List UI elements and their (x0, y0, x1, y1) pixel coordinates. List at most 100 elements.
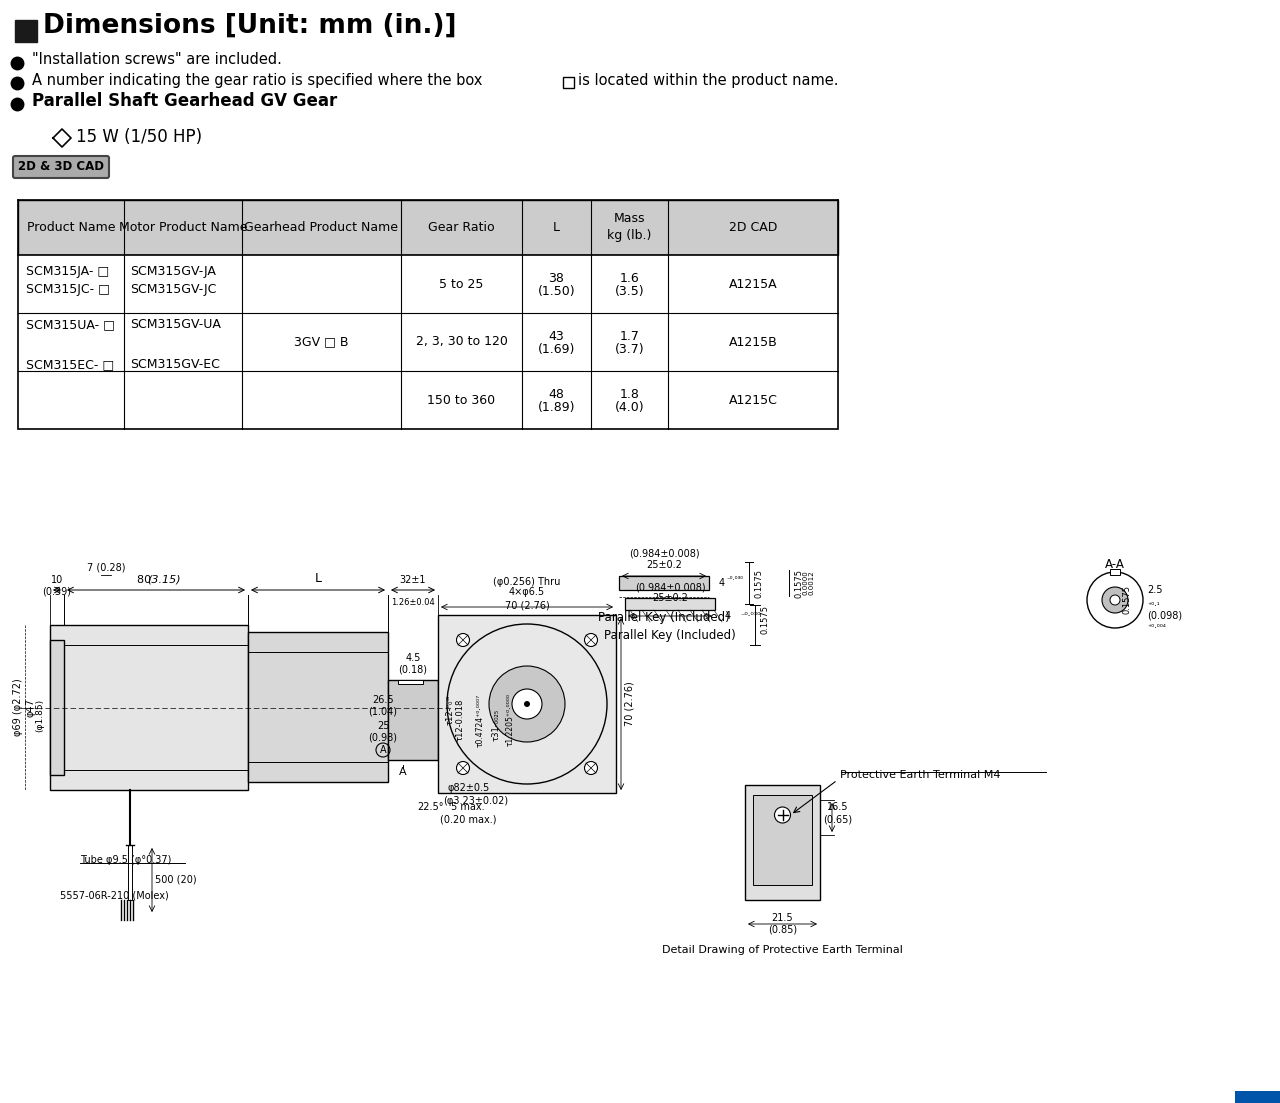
Bar (1235, 1091, 1280, 1103)
Text: Motor Product Name: Motor Product Name (119, 221, 247, 234)
Bar (563, 77, 573, 88)
Text: ⁺⁰⋅¹: ⁺⁰⋅¹ (1147, 600, 1160, 610)
Text: 2D & 3D CAD: 2D & 3D CAD (18, 161, 104, 173)
Text: A-A: A-A (1105, 558, 1125, 571)
Text: 0.1575: 0.1575 (1123, 586, 1132, 614)
Text: τ12-⁰₀ⁱ⁸: τ12-⁰₀ⁱ⁸ (445, 695, 454, 725)
Text: SCM315GV-JC: SCM315GV-JC (131, 282, 216, 296)
Text: 32±1: 32±1 (399, 575, 426, 585)
Text: 4: 4 (719, 578, 726, 588)
Text: 80: 80 (137, 575, 155, 585)
Text: 0.1575: 0.1575 (754, 568, 763, 598)
Text: Dimensions [Unit: mm (in.)]: Dimensions [Unit: mm (in.)] (44, 13, 457, 39)
Bar (18, 255, 838, 429)
Text: (0.18): (0.18) (398, 665, 428, 675)
Text: Product Name: Product Name (27, 221, 115, 234)
Text: 150 to 360: 150 to 360 (428, 394, 495, 407)
Text: 0.1575: 0.1575 (760, 606, 769, 634)
Text: (0.984±0.008): (0.984±0.008) (628, 549, 699, 559)
Text: τ31-₀₀₂₅: τ31-₀₀₂₅ (492, 709, 500, 741)
Text: SCM315GV-JA: SCM315GV-JA (131, 265, 216, 278)
Bar (248, 632, 388, 782)
Text: 5557-06R-210 (Molex): 5557-06R-210 (Molex) (60, 890, 169, 900)
Text: SCM315JC- □: SCM315JC- □ (26, 282, 110, 296)
Bar (388, 681, 438, 760)
Text: φ69 (φ2.72): φ69 (φ2.72) (13, 678, 23, 737)
Text: is located within the product name.: is located within the product name. (579, 73, 838, 87)
Text: 16.5: 16.5 (827, 802, 849, 812)
Text: SCM315GV-EC: SCM315GV-EC (131, 358, 220, 372)
Text: (1.50): (1.50) (538, 286, 575, 299)
Text: (3.7): (3.7) (614, 343, 644, 356)
Text: (1.04): (1.04) (369, 707, 398, 717)
FancyBboxPatch shape (13, 156, 109, 178)
Text: A: A (380, 745, 387, 754)
Text: τ0.4724⁺⁰⋅⁰⁰⁰⁷: τ0.4724⁺⁰⋅⁰⁰⁰⁷ (475, 694, 485, 747)
Bar (398, 681, 422, 684)
Text: SCM315GV-UA: SCM315GV-UA (131, 319, 221, 332)
Circle shape (585, 761, 598, 774)
Circle shape (1110, 595, 1120, 606)
Text: 70 (2.76): 70 (2.76) (504, 600, 549, 610)
Text: 1.6: 1.6 (620, 271, 640, 285)
Bar (753, 795, 812, 885)
Bar (1110, 569, 1120, 575)
Circle shape (489, 666, 564, 742)
Circle shape (457, 761, 470, 774)
Text: τ12-0.018: τ12-0.018 (456, 699, 465, 741)
Text: 15 W (1/50 HP): 15 W (1/50 HP) (76, 128, 202, 146)
Text: A number indicating the gear ratio is specified where the box: A number indicating the gear ratio is sp… (32, 73, 486, 87)
Text: Gearhead Product Name: Gearhead Product Name (244, 221, 398, 234)
Bar (18, 200, 838, 255)
Text: τ1.2205⁺⁰⋅⁰⁰⁰⁰: τ1.2205⁺⁰⋅⁰⁰⁰⁰ (506, 694, 515, 747)
Text: 2.5: 2.5 (1147, 585, 1162, 595)
Text: "Installation screws" are included.: "Installation screws" are included. (32, 53, 282, 67)
Text: (1.69): (1.69) (538, 343, 575, 356)
Text: (1.89): (1.89) (538, 401, 575, 415)
Text: (0.098): (0.098) (1147, 610, 1183, 620)
Bar (438, 615, 616, 793)
Circle shape (774, 807, 791, 823)
Bar (18, 200, 838, 255)
Text: 1.26±0.04: 1.26±0.04 (392, 598, 435, 607)
Text: ⁻⁰⋅⁰³⁰: ⁻⁰⋅⁰³⁰ (740, 611, 760, 621)
Text: 21.5: 21.5 (772, 913, 794, 923)
Bar (50, 640, 64, 775)
Text: 25±0.2: 25±0.2 (652, 593, 687, 603)
Text: 5 max.: 5 max. (451, 802, 485, 812)
Text: SCM315JA- □: SCM315JA- □ (26, 265, 109, 278)
Text: 1.8: 1.8 (620, 387, 640, 400)
Text: 5 to 25: 5 to 25 (439, 278, 484, 290)
Text: A1215A: A1215A (728, 278, 777, 290)
Circle shape (1102, 587, 1128, 613)
Text: Detail Drawing of Protective Earth Terminal: Detail Drawing of Protective Earth Termi… (662, 945, 902, 955)
Text: (0.65): (0.65) (823, 815, 852, 825)
Text: 4: 4 (724, 611, 731, 621)
Text: 3GV □ B: 3GV □ B (294, 335, 348, 349)
Text: (φ1.85): (φ1.85) (36, 699, 45, 732)
Circle shape (585, 633, 598, 646)
Text: 500 (20): 500 (20) (155, 875, 197, 885)
Text: (0.20 max.): (0.20 max.) (440, 814, 497, 824)
Bar (620, 576, 709, 590)
Text: ⁻⁰⋅⁰³⁰: ⁻⁰⋅⁰³⁰ (727, 577, 744, 583)
Text: A: A (399, 767, 407, 777)
Text: 2, 3, 30 to 120: 2, 3, 30 to 120 (416, 335, 507, 349)
Text: (φ0.256) Thru: (φ0.256) Thru (493, 577, 561, 587)
Circle shape (512, 689, 541, 719)
Text: Parallel Key (Included): Parallel Key (Included) (598, 610, 730, 623)
Text: kg (lb.): kg (lb.) (607, 229, 652, 243)
Text: Mass: Mass (613, 212, 645, 225)
Text: SCM315UA- □: SCM315UA- □ (26, 319, 115, 332)
Text: (0.98): (0.98) (369, 733, 398, 743)
Text: (0.39): (0.39) (42, 587, 72, 597)
Text: (0.984±0.008): (0.984±0.008) (635, 583, 705, 593)
Text: Parallel Key (Included): Parallel Key (Included) (604, 629, 736, 642)
Text: (4.0): (4.0) (614, 401, 644, 415)
Text: (3.5): (3.5) (614, 286, 644, 299)
Text: 4.5: 4.5 (406, 653, 421, 663)
Text: 26.5: 26.5 (372, 695, 394, 705)
Text: φ82±0.5: φ82±0.5 (448, 783, 490, 793)
Text: (0.85): (0.85) (768, 925, 797, 935)
Text: 2D CAD: 2D CAD (728, 221, 777, 234)
